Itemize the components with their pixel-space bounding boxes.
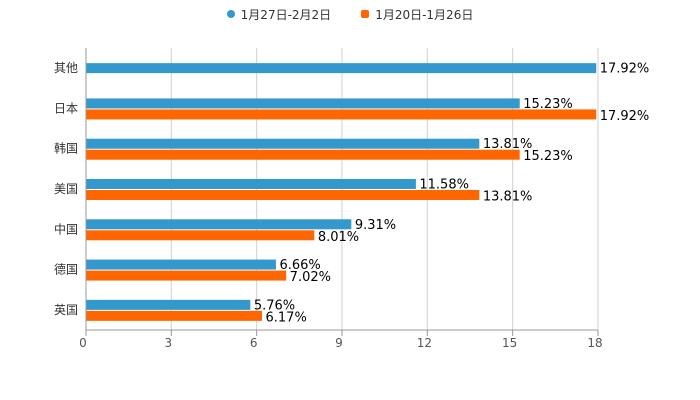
bar-series-2-2 xyxy=(86,149,520,160)
x-tick-label-15: 15 xyxy=(502,336,517,350)
bar-series-2-4 xyxy=(86,230,315,241)
category-label-6: 英国 xyxy=(54,303,78,317)
bar-series-1-2 xyxy=(86,138,480,149)
legend-item-series-1[interactable]: 1月27日-2月2日 xyxy=(226,6,332,23)
bar-series-2-3 xyxy=(86,190,480,200)
bar-series-1-0 xyxy=(86,63,597,74)
legend-label-series-1: 1月27日-2月2日 xyxy=(240,7,332,22)
category-label-2: 韩国 xyxy=(54,141,78,156)
x-tick-label-3: 3 xyxy=(165,336,173,350)
data-label-series-1-6: 5.76% xyxy=(254,298,295,313)
data-label-series-1-4: 9.31% xyxy=(355,218,396,233)
legend-label-series-2: 1月20日-1月26日 xyxy=(375,7,474,22)
data-label-series-2-6: 6.17% xyxy=(266,310,307,325)
legend-marker-series-1 xyxy=(226,10,235,18)
data-label-series-2-1: 17.92% xyxy=(600,109,650,124)
category-label-5: 德国 xyxy=(54,262,78,277)
bar-series-1-5 xyxy=(86,259,276,270)
bar-series-1-3 xyxy=(86,179,416,189)
bar-series-2-1 xyxy=(86,109,597,120)
data-label-series-2-3: 13.81% xyxy=(483,190,533,205)
data-label-series-2-4: 8.01% xyxy=(318,230,359,245)
x-tick-label-9: 9 xyxy=(335,336,343,350)
bar-series-2-6 xyxy=(86,310,263,321)
bar-series-1-1 xyxy=(86,98,520,109)
data-label-series-2-2: 15.23% xyxy=(523,149,573,164)
data-label-series-1-3: 11.58% xyxy=(419,178,469,193)
data-label-series-1-1: 15.23% xyxy=(523,97,573,112)
category-label-0: 其他 xyxy=(54,61,78,75)
data-label-series-1-5: 6.66% xyxy=(279,258,320,273)
x-tick-label-6: 6 xyxy=(250,336,258,350)
category-label-1: 日本 xyxy=(54,101,78,115)
category-label-4: 中国 xyxy=(54,221,78,236)
data-label-series-2-5: 7.02% xyxy=(290,270,331,285)
bar-series-1-4 xyxy=(86,219,352,230)
x-tick-label-12: 12 xyxy=(417,336,432,350)
x-tick-label-18: 18 xyxy=(587,336,602,350)
bar-series-2-5 xyxy=(86,270,287,281)
legend: 1月27日-2月2日 1月20日-1月26日 xyxy=(0,4,700,24)
category-label-3: 美国 xyxy=(54,182,78,196)
legend-item-series-2[interactable]: 1月20日-1月26日 xyxy=(361,6,473,23)
data-label-series-1-2: 13.81% xyxy=(483,137,533,152)
data-label-series-1-0: 17.92% xyxy=(600,62,650,77)
x-tick-label-0: 0 xyxy=(79,336,87,350)
legend-marker-series-2 xyxy=(361,10,370,18)
bar-series-1-6 xyxy=(86,299,251,310)
